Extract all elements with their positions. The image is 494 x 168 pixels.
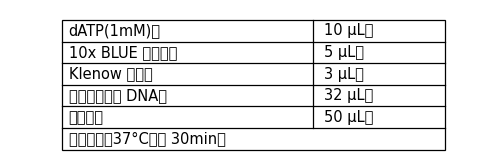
Text: 总体积。: 总体积。	[69, 110, 104, 125]
Text: dATP(1mM)。: dATP(1mM)。	[69, 24, 161, 38]
Text: 充分混合，37°C孵育 30min。: 充分混合，37°C孵育 30min。	[69, 131, 226, 146]
Text: 末端修复后的 DNA。: 末端修复后的 DNA。	[69, 88, 166, 103]
Text: 3 μL。: 3 μL。	[324, 67, 364, 81]
Text: Klenow 片段。: Klenow 片段。	[69, 67, 152, 81]
Text: 5 μL。: 5 μL。	[324, 45, 364, 60]
Text: 10 μL。: 10 μL。	[324, 24, 373, 38]
Text: 10x BLUE 缓冲液。: 10x BLUE 缓冲液。	[69, 45, 177, 60]
Text: 50 μL。: 50 μL。	[324, 110, 373, 125]
Text: 32 μL。: 32 μL。	[324, 88, 373, 103]
